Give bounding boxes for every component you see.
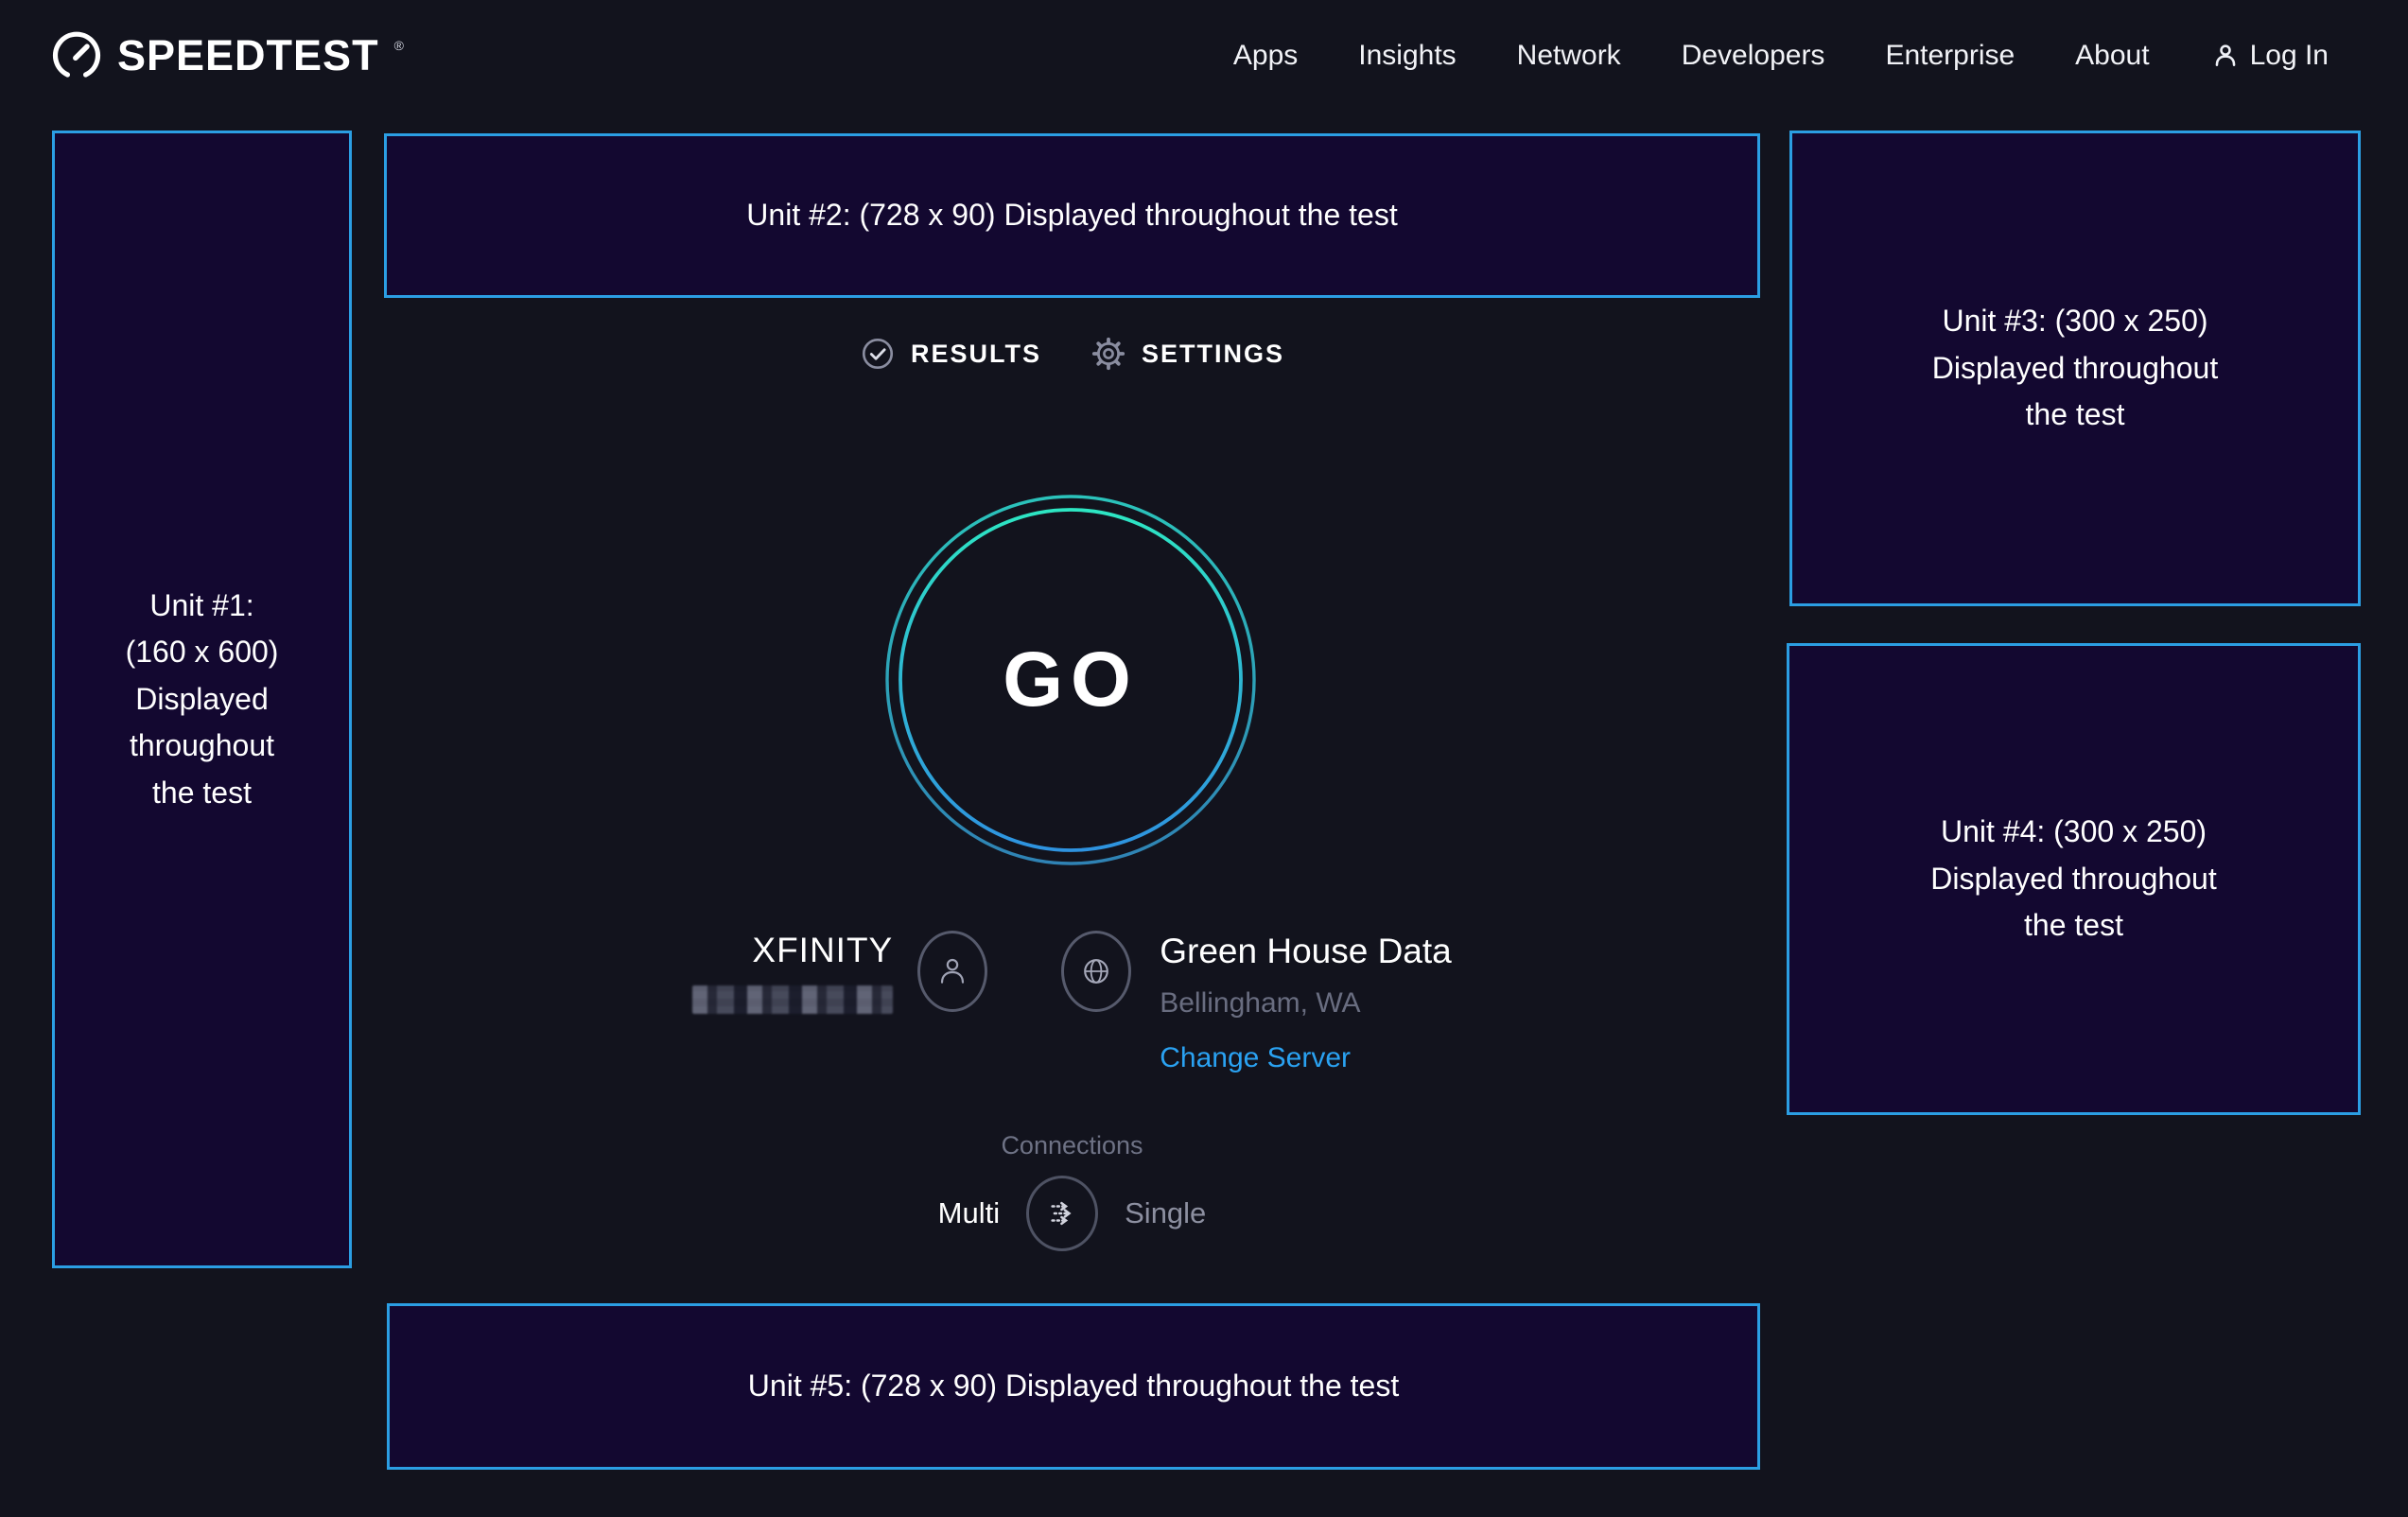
gauge-icon xyxy=(52,31,101,78)
connections-toggle-row: Multi Single xyxy=(384,1175,1760,1252)
tab-results-label: RESULTS xyxy=(910,339,1041,368)
ad-unit-4-rectangle: Unit #4: (300 x 250) Displayed throughou… xyxy=(1787,643,2361,1115)
globe-icon xyxy=(1084,959,1109,984)
nav-item-insights[interactable]: Insights xyxy=(1358,40,1457,71)
isp-ip-redacted xyxy=(692,985,894,1014)
go-button[interactable]: GO xyxy=(881,491,1260,869)
server-location: Bellingham, WA xyxy=(1160,987,1361,1019)
brand-name: SPEEDTEST xyxy=(117,31,379,79)
ad-unit-4-text: Unit #4: (300 x 250) Displayed throughou… xyxy=(1930,814,2217,943)
tab-results[interactable]: RESULTS xyxy=(860,336,1041,372)
isp-text-block: XFINITY xyxy=(692,931,894,1014)
ad-unit-2-text: Unit #2: (728 x 90) Displayed throughout… xyxy=(746,198,1398,233)
person-icon xyxy=(941,958,965,984)
speedtest-logo[interactable]: SPEEDTEST ® xyxy=(49,28,404,83)
connections-toggle[interactable] xyxy=(1026,1176,1099,1251)
nav-item-enterprise[interactable]: Enterprise xyxy=(1885,40,2015,71)
nav-item-network[interactable]: Network xyxy=(1516,40,1621,71)
login-label: Log In xyxy=(2249,40,2329,71)
brand-trademark: ® xyxy=(393,38,404,53)
multi-connection-icon xyxy=(1051,1201,1072,1226)
tab-settings-label: SETTINGS xyxy=(1142,339,1285,368)
ad-unit-1-skyscraper: Unit #1: (160 x 600) Displayed throughou… xyxy=(52,131,352,1268)
top-nav-bar: SPEEDTEST ® Apps Insights Network Develo… xyxy=(0,0,2408,112)
nav-item-apps[interactable]: Apps xyxy=(1232,40,1299,71)
connections-single-option[interactable]: Single xyxy=(1125,1196,1207,1229)
nav-item-about[interactable]: About xyxy=(2075,40,2150,71)
tab-bar: RESULTS SETTINGS xyxy=(384,336,1760,372)
ad-unit-2-leaderboard: Unit #2: (728 x 90) Displayed throughout… xyxy=(384,133,1760,298)
server-block: Green House Data Bellingham, WA Change S… xyxy=(1061,931,1452,1074)
ad-unit-5-text: Unit #5: (728 x 90) Displayed throughout… xyxy=(747,1369,1400,1404)
ad-unit-1-text: Unit #1: (160 x 600) Displayed throughou… xyxy=(125,587,279,810)
isp-block: XFINITY xyxy=(692,931,988,1014)
gear-icon xyxy=(1091,337,1125,371)
ad-unit-5-leaderboard: Unit #5: (728 x 90) Displayed throughout… xyxy=(387,1303,1760,1470)
login-button[interactable]: Log In xyxy=(2210,40,2329,72)
connection-info-row: XFINITY Green House Data Belling xyxy=(384,931,1760,1074)
server-globe-badge[interactable] xyxy=(1061,931,1132,1012)
isp-avatar[interactable] xyxy=(917,931,988,1012)
ad-unit-3-text: Unit #3: (300 x 250) Displayed throughou… xyxy=(1931,304,2219,432)
check-circle-icon xyxy=(862,338,894,370)
ad-unit-3-rectangle: Unit #3: (300 x 250) Displayed throughou… xyxy=(1789,131,2361,606)
connections-label: Connections xyxy=(1001,1131,1143,1160)
server-name: Green House Data xyxy=(1160,932,1452,970)
tab-settings[interactable]: SETTINGS xyxy=(1091,336,1284,372)
change-server-link[interactable]: Change Server xyxy=(1160,1042,1352,1073)
go-rings xyxy=(885,495,1256,865)
isp-name: XFINITY xyxy=(752,931,894,969)
connections-multi-option[interactable]: Multi xyxy=(937,1196,1001,1229)
main-nav: Apps Insights Network Developers Enterpr… xyxy=(1233,40,2329,72)
user-icon xyxy=(2215,44,2235,66)
server-text-block: Green House Data Bellingham, WA Change S… xyxy=(1160,931,1452,1074)
nav-item-developers[interactable]: Developers xyxy=(1681,40,1825,71)
go-label: GO xyxy=(1003,636,1139,723)
